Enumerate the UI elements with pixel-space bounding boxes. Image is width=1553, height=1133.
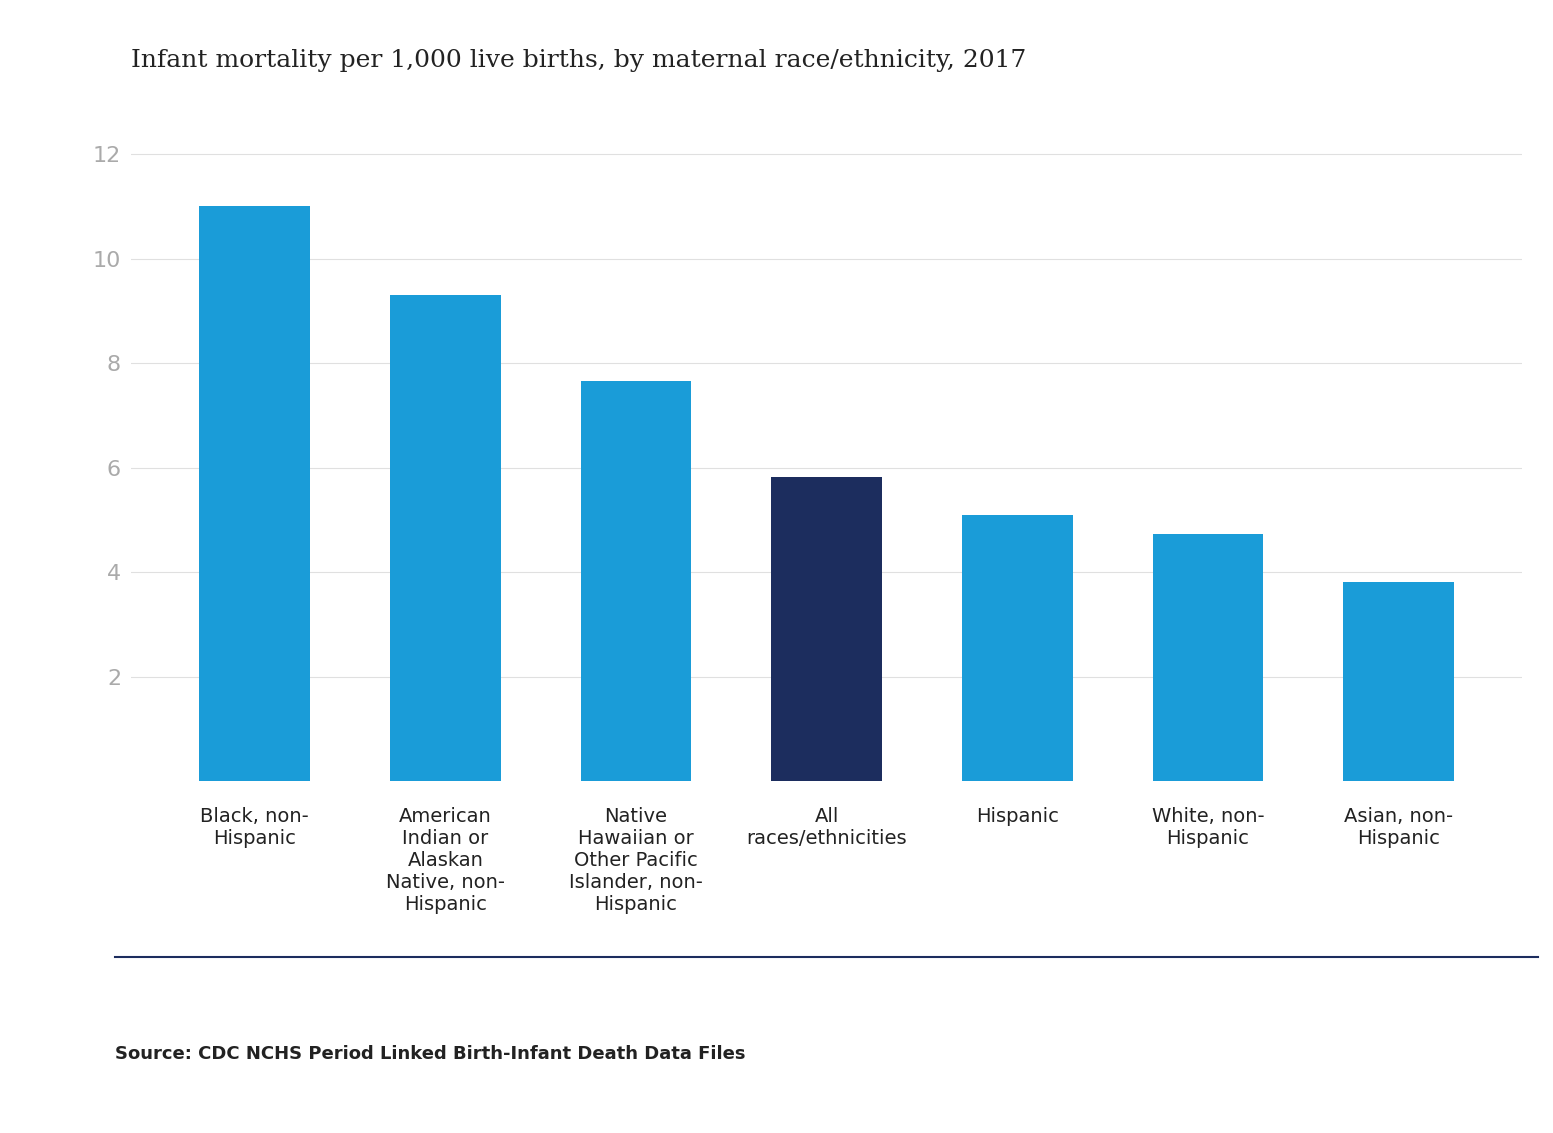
Text: Infant mortality per 1,000 live births, by maternal race/ethnicity, 2017: Infant mortality per 1,000 live births, … — [130, 49, 1027, 73]
Bar — [961, 514, 1073, 782]
Bar — [1152, 534, 1263, 782]
Text: Source: CDC NCHS Period Linked Birth-Infant Death Data Files: Source: CDC NCHS Period Linked Birth-Inf… — [115, 1046, 745, 1064]
Bar — [1343, 581, 1454, 782]
Bar — [581, 382, 691, 782]
Bar — [772, 477, 882, 782]
Bar — [390, 296, 500, 782]
Bar — [199, 206, 311, 782]
